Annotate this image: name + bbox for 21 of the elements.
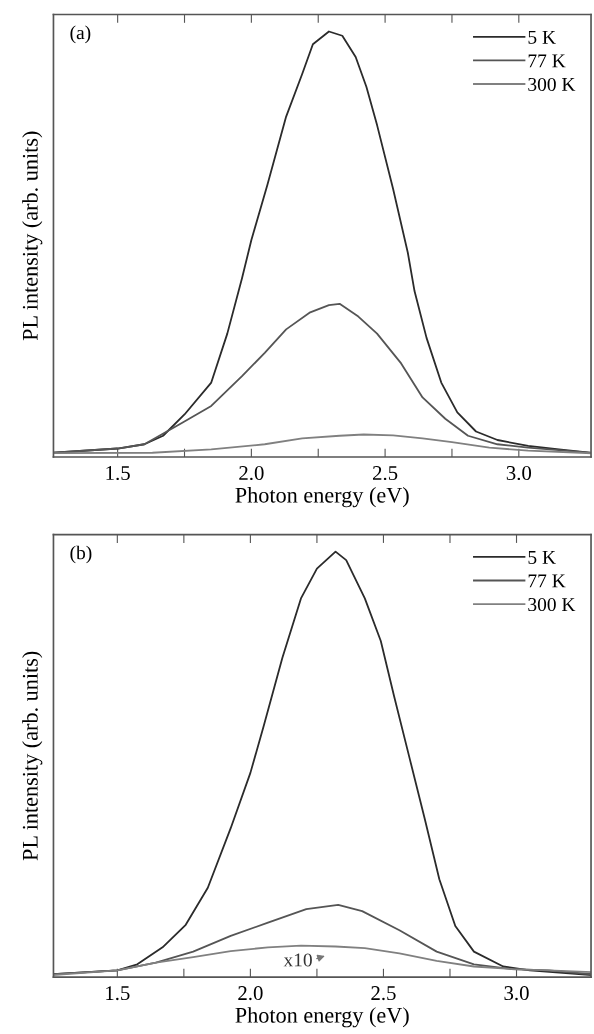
chart-title: (b) [70,545,92,564]
x-tick-label: 3.0 [504,986,529,1001]
x-tick-label: 2.5 [372,466,398,481]
x-tick-label: 1.5 [106,986,130,1001]
legend-label: 5 K [528,30,556,44]
x-tick-label: 1.5 [106,466,130,481]
x-tick-label: 3.0 [506,465,532,481]
x-axis-title: Photon energy (eV) [235,487,409,508]
legend-label: 77 K [528,54,566,68]
legend-label: 77 K [528,574,566,588]
chart-title: (a) [70,25,91,44]
annotation: x10 [283,953,312,967]
x-tick-label: 2.0 [239,465,264,481]
legend-label: 300 K [528,597,576,612]
x-tick-label: 2.0 [238,986,263,1001]
legend-label: 5 K [528,551,556,564]
y-axis-title: PL intensity (arb. units) [22,131,43,341]
x-axis-title: Photon energy (eV) [235,1007,409,1028]
x-tick-label: 2.5 [371,986,396,1001]
y-axis-title: PL intensity (arb. units) [22,651,43,861]
legend-label: 300 K [528,77,576,92]
